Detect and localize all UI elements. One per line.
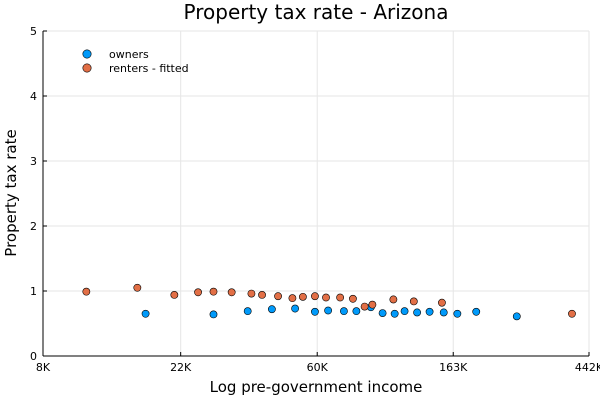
y-tick-label: 2 [30,220,37,233]
renters-fitted-point [409,297,418,306]
legend-label: owners [109,48,149,61]
renters-fitted-point [298,292,307,301]
owners-point [472,307,481,316]
axes: 8K 22K 60K 163K 442K 0 1 2 3 4 5 [30,25,600,374]
x-tick-label: 8K [36,361,51,374]
renters-fitted-point [258,290,266,299]
y-tick-label: 0 [30,350,37,363]
y-tick-label: 5 [30,25,37,38]
renters-fitted-point [247,289,256,298]
owners-point [400,307,409,316]
renters-fitted-point [288,294,297,303]
owners-point [413,308,422,317]
renters-fitted-point [82,287,91,296]
owners-point [324,306,333,315]
x-tick-label: 60K [307,361,329,374]
x-tick-label: 163K [439,361,468,374]
owners-point [439,308,448,317]
owners-point [390,309,399,318]
owners-point [141,309,150,318]
legend-marker [82,63,92,73]
renters-fitted-point [322,293,330,302]
x-tick-label: 442K [575,361,600,374]
renters-fitted-point [274,292,282,301]
owners-point [340,307,348,316]
owners-point [243,307,252,316]
renters-fitted-point [170,290,179,299]
renters-fitted-point [133,283,142,292]
y-axis-title: Property tax rate [2,129,20,256]
y-tick-label: 4 [30,90,37,103]
y-tick-label: 1 [30,285,37,298]
renters-fitted-point [311,292,319,301]
owners-point [378,309,387,317]
renters-fitted-point [349,294,357,303]
renters-fitted-point [368,300,377,309]
grid [42,30,590,357]
y-tick-label: 3 [30,155,37,168]
renters-fitted-point [568,309,576,318]
owners-point [311,307,319,316]
owners-point [267,305,276,314]
renters-fitted-point [360,302,369,311]
owners-point [291,304,300,313]
x-axis-title: Log pre-government income [210,378,423,396]
owners-point [352,307,361,316]
chart-title: Property tax rate - Arizona [184,0,449,24]
owners-point [453,309,462,318]
owners-point [209,310,218,319]
x-tick-label: 22K [170,361,192,374]
renters-fitted-point [336,293,345,302]
renters-fitted-point [438,298,446,307]
renters-fitted-point [209,287,218,296]
legend-marker [82,49,92,59]
renters-fitted-point [194,288,202,297]
renters-fitted-point [227,288,236,297]
legend-label: renters - fitted [109,62,189,75]
renters-fitted-point [389,295,398,304]
owners-point [512,312,521,321]
owners-point [425,307,434,316]
data-points [82,283,576,321]
